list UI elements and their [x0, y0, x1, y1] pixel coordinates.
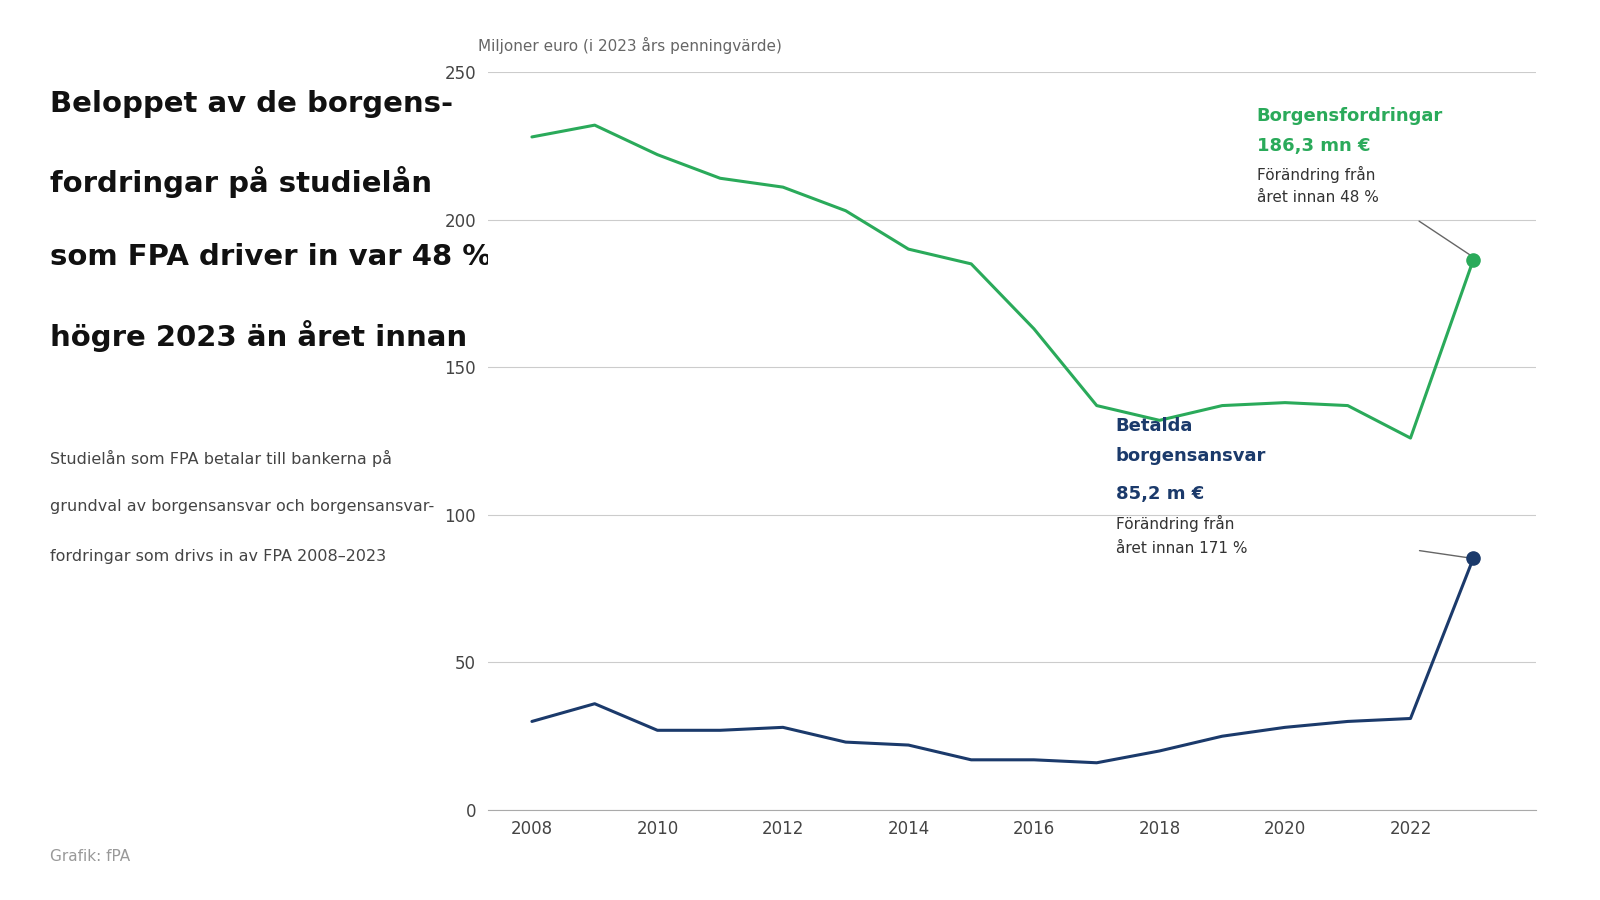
Text: Förändring från: Förändring från	[1256, 166, 1374, 184]
Text: Borgensfordringar: Borgensfordringar	[1256, 107, 1443, 125]
Text: högre 2023 än året innan: högre 2023 än året innan	[50, 320, 467, 352]
Text: borgensansvar: borgensansvar	[1115, 447, 1266, 465]
Text: året innan 48 %: året innan 48 %	[1256, 190, 1379, 205]
Text: fordringar på studielån: fordringar på studielån	[50, 166, 432, 199]
Point	[1461, 253, 1486, 267]
Text: Studielån som FPA betalar till bankerna på: Studielån som FPA betalar till bankerna …	[50, 450, 392, 467]
Text: 186,3 mn €: 186,3 mn €	[1256, 137, 1370, 155]
Text: 85,2 m €: 85,2 m €	[1115, 485, 1203, 503]
Text: som FPA driver in var 48 %: som FPA driver in var 48 %	[50, 243, 491, 271]
Point	[1461, 552, 1486, 566]
Text: Betalda: Betalda	[1115, 418, 1194, 436]
Text: grundval av borgensansvar och borgensansvar-: grundval av borgensansvar och borgensans…	[50, 500, 434, 515]
Text: året innan 171 %: året innan 171 %	[1115, 542, 1246, 556]
Text: Miljoner euro (i 2023 års penningvärde): Miljoner euro (i 2023 års penningvärde)	[477, 37, 781, 54]
Text: fordringar som drivs in av FPA 2008–2023: fordringar som drivs in av FPA 2008–2023	[50, 549, 386, 564]
Text: Grafik: fPA: Grafik: fPA	[50, 849, 130, 864]
Text: Förändring från: Förändring från	[1115, 515, 1234, 532]
Text: Beloppet av de borgens-: Beloppet av de borgens-	[50, 90, 453, 118]
